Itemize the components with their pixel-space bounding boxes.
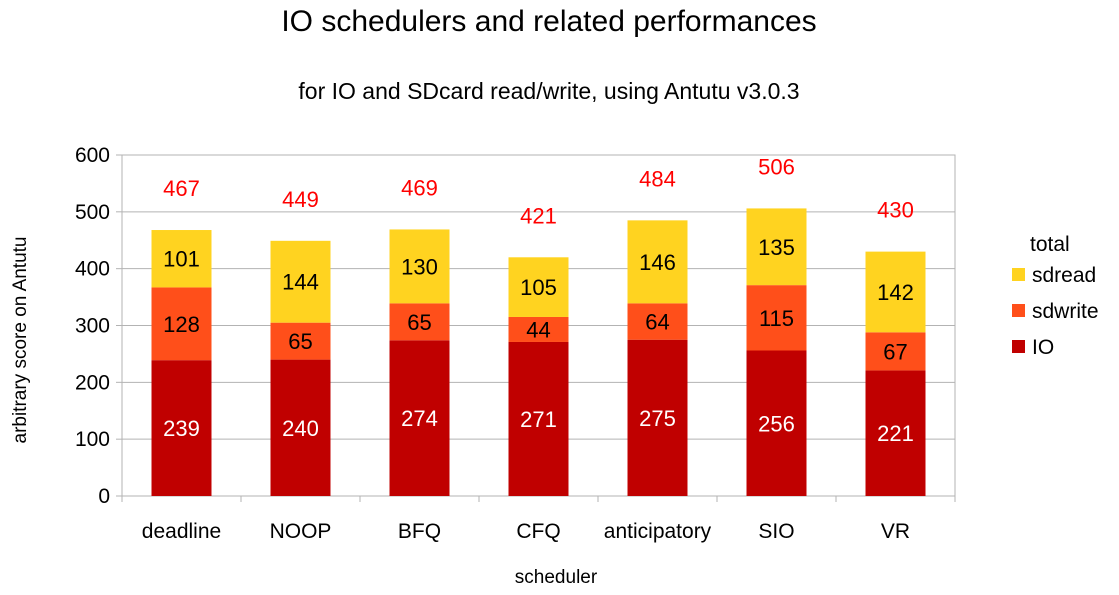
- x-axis-ticks: deadline NOOP BFQ CFQ anticipatory SIO VR: [142, 520, 910, 543]
- bar-segment-sdwrite: [865, 332, 926, 371]
- bar-segment-sdread: [270, 240, 331, 323]
- x-tick-label: CFQ: [516, 520, 560, 543]
- bar-segment-IO: [389, 340, 450, 496]
- y-axis-label: arbitrary score on Antutu: [10, 237, 31, 444]
- bar-segment-sdread: [508, 257, 569, 317]
- legend-swatch-sdread: [1012, 268, 1025, 281]
- data-label-sdwrite: 44: [526, 317, 550, 342]
- legend-swatch-sdwrite: [1012, 304, 1025, 317]
- data-label-IO: 271: [520, 407, 557, 432]
- data-label-IO: 256: [758, 411, 795, 436]
- data-label-sdread: 105: [520, 275, 557, 300]
- bar-segment-sdwrite: [389, 303, 450, 341]
- x-tick-label: anticipatory: [604, 520, 712, 543]
- x-tick-label: NOOP: [270, 520, 332, 543]
- data-label-sdread: 146: [639, 250, 676, 275]
- bar-segment-sdwrite: [270, 322, 331, 360]
- y-tick-label: 200: [75, 371, 110, 394]
- bar-segment-IO: [865, 370, 926, 496]
- total-label: 467: [163, 176, 200, 201]
- legend-swatch-IO: [1012, 340, 1025, 353]
- chart-subtitle: for IO and SDcard read/write, using Antu…: [298, 78, 799, 104]
- data-label-sdwrite: 115: [759, 306, 794, 331]
- data-label-sdread: 130: [401, 254, 438, 279]
- legend-label-IO: IO: [1032, 336, 1054, 359]
- bar-segment-IO: [746, 350, 807, 496]
- y-tick-label: 500: [75, 201, 110, 224]
- data-label-sdwrite: 64: [645, 310, 669, 335]
- bar-segment-sdread: [746, 208, 807, 286]
- legend-label-sdread: sdread: [1032, 264, 1096, 287]
- total-label: 484: [639, 166, 676, 191]
- bar-segment-IO: [627, 339, 688, 496]
- total-label: 430: [877, 198, 914, 223]
- data-label-sdread: 144: [282, 270, 319, 295]
- data-label-IO: 239: [163, 416, 200, 441]
- bar-segment-IO: [508, 341, 569, 496]
- data-label-sdwrite: 67: [883, 339, 907, 364]
- legend: total sdread sdwrite IO: [1012, 233, 1099, 359]
- bar-segment-sdwrite: [508, 316, 569, 342]
- y-tick-label: 300: [75, 315, 110, 338]
- bar-segment-sdwrite: [746, 285, 807, 351]
- y-axis-ticks: 0 100 200 300 400 500 600: [75, 144, 110, 508]
- bar-segment-sdread: [627, 220, 688, 304]
- legend-label-sdwrite: sdwrite: [1032, 300, 1099, 323]
- x-tick-label: deadline: [142, 520, 221, 543]
- data-label-sdread: 135: [758, 235, 795, 260]
- data-label-sdwrite: 65: [407, 310, 431, 335]
- y-tick-label: 100: [75, 428, 110, 451]
- x-tick-label: SIO: [758, 520, 794, 543]
- total-label: 469: [401, 175, 438, 200]
- data-label-sdread: 101: [163, 247, 200, 272]
- bar-segment-sdwrite: [151, 287, 212, 361]
- total-label: 449: [282, 187, 319, 212]
- bars: 239 128 101 467 240 65 144 449 274 65 130 469 271 44 1…: [151, 154, 926, 496]
- bar-segment-IO: [270, 359, 331, 496]
- chart-title: IO schedulers and related performances: [281, 5, 816, 38]
- y-tick-label: 600: [75, 144, 110, 167]
- bar-segment-sdread: [865, 251, 926, 333]
- data-label-sdwrite: 65: [288, 329, 312, 354]
- total-label: 421: [520, 203, 557, 228]
- bar-segment-sdwrite: [627, 303, 688, 340]
- legend-title: total: [1030, 233, 1070, 256]
- data-label-IO: 221: [877, 421, 914, 446]
- data-label-sdwrite: 128: [163, 312, 200, 337]
- y-tick-label: 0: [98, 485, 110, 508]
- x-axis-label: scheduler: [515, 567, 598, 588]
- data-label-IO: 240: [282, 416, 319, 441]
- bar-segment-sdread: [151, 230, 212, 288]
- data-label-sdread: 142: [877, 280, 914, 305]
- y-tick-label: 400: [75, 258, 110, 281]
- total-label: 506: [758, 154, 795, 179]
- x-tick-label: VR: [881, 520, 910, 543]
- x-tick-label: BFQ: [398, 520, 441, 543]
- data-label-IO: 274: [401, 406, 438, 431]
- bar-segment-IO: [151, 360, 212, 496]
- data-label-IO: 275: [639, 406, 676, 431]
- bar-segment-sdread: [389, 229, 450, 304]
